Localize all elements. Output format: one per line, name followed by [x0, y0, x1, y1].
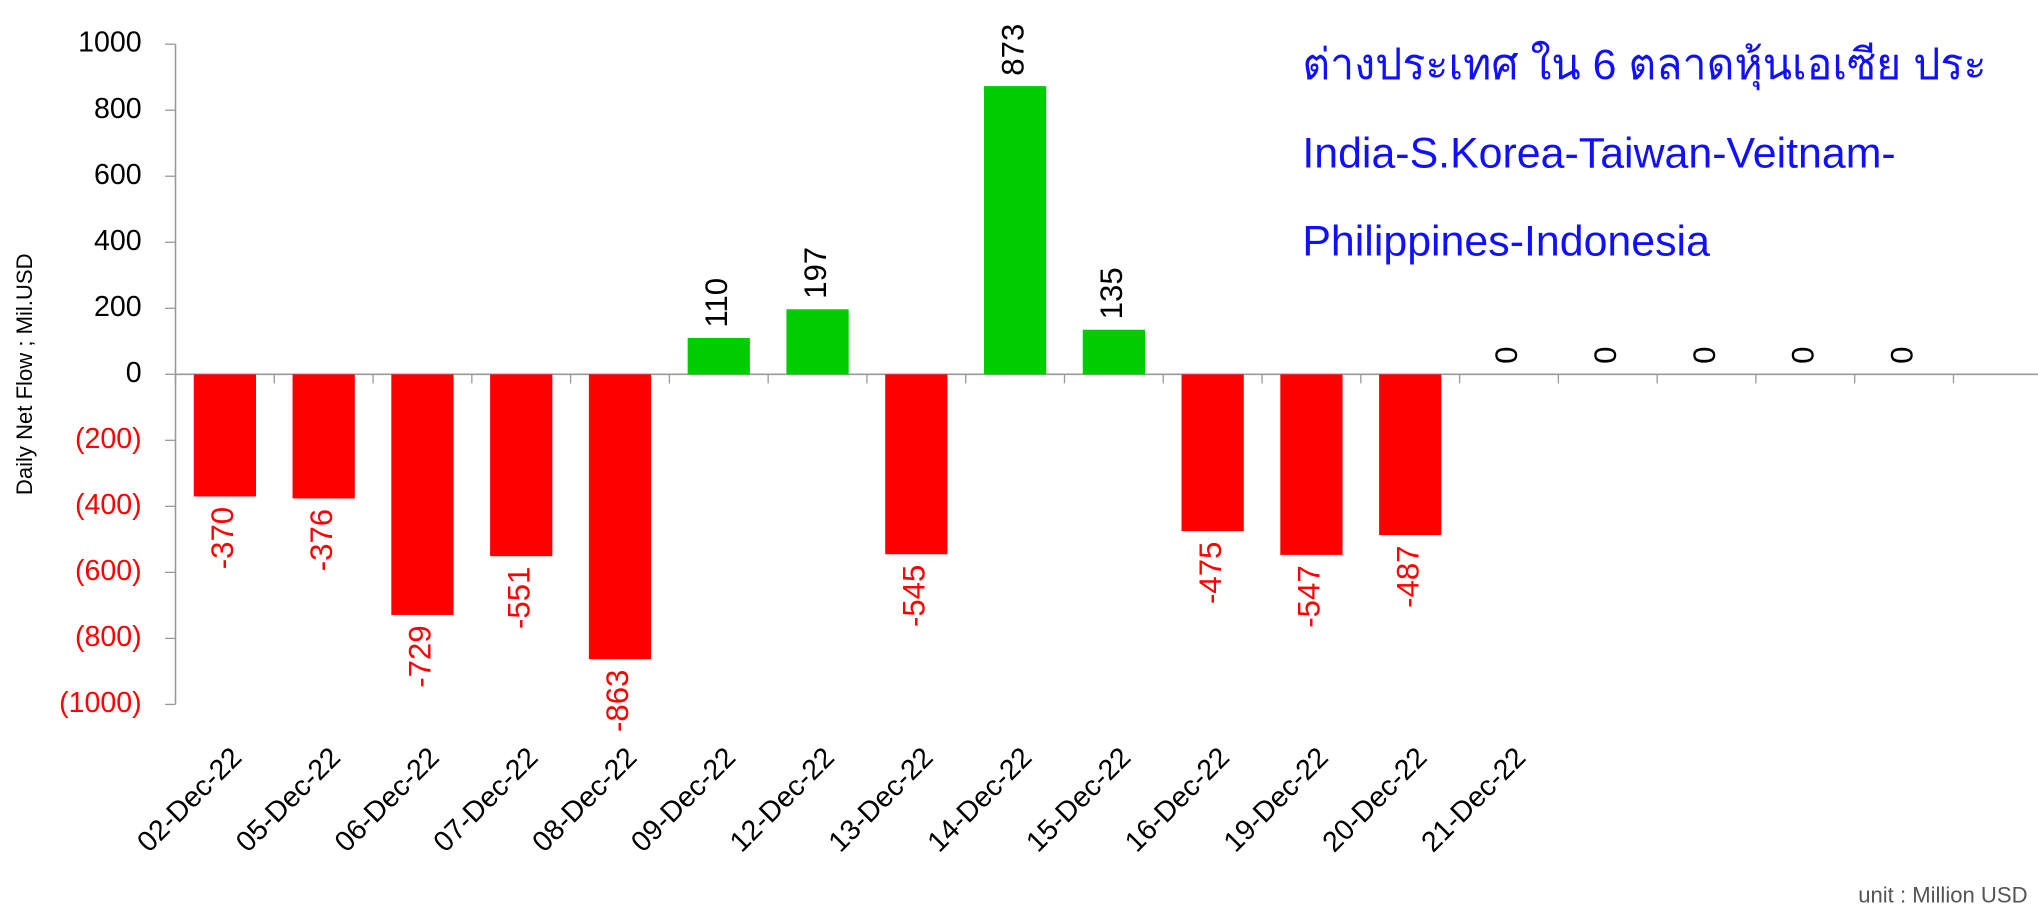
data-label: -487 [1390, 545, 1425, 607]
y-tick-label: (1000) [59, 687, 142, 719]
data-label: 0 [1588, 347, 1623, 364]
data-label: 0 [1489, 347, 1524, 364]
x-tick-label: 06-Dec-22 [329, 741, 446, 858]
y-tick-label: (800) [75, 621, 142, 653]
y-tick-label: (600) [75, 555, 142, 587]
x-tick-label: 09-Dec-22 [625, 741, 742, 858]
bar [490, 374, 553, 557]
bar [885, 374, 948, 555]
bar [1280, 374, 1343, 555]
bar [687, 337, 750, 375]
data-label: -729 [403, 625, 438, 687]
title-line: Philippines-Indonesia [1302, 218, 1710, 266]
data-label: -551 [501, 567, 536, 629]
bar [193, 374, 257, 497]
data-label: 135 [1094, 267, 1129, 319]
data-label: -547 [1292, 565, 1327, 627]
bar [588, 374, 652, 660]
title-line: ต่างประเทศ ใน 6 ตลาดหุ้นเอเซีย ประ [1302, 40, 1986, 91]
title-line: India-S.Korea-Taiwan-Veitnam- [1302, 129, 1895, 177]
x-tick-label: 05-Dec-22 [230, 741, 347, 858]
data-label: 0 [1786, 347, 1821, 364]
x-tick-label: 12-Dec-22 [724, 741, 841, 858]
bar [1082, 329, 1145, 375]
x-tick-label: 07-Dec-22 [428, 741, 545, 858]
x-tick-label: 16-Dec-22 [1119, 741, 1236, 858]
x-tick-label: 19-Dec-22 [1218, 741, 1335, 858]
x-tick-label: 15-Dec-22 [1020, 741, 1137, 858]
x-tick-label: 02-Dec-22 [131, 741, 248, 858]
bar [391, 374, 454, 615]
data-label: -545 [897, 565, 932, 627]
y-axis-label: Daily Net Flow ; Mil.USD [12, 253, 37, 495]
y-tick-label: (200) [75, 423, 142, 455]
bar [1181, 374, 1244, 532]
y-tick-label: 0 [126, 357, 142, 389]
x-tick-label: 20-Dec-22 [1317, 741, 1434, 858]
y-tick-label: 400 [94, 225, 142, 257]
y-tick-label: 200 [94, 291, 142, 323]
data-label: -376 [304, 509, 339, 571]
bar [1379, 374, 1442, 536]
data-label: -863 [600, 670, 635, 732]
unit-note: unit : Million USD [1858, 883, 2027, 908]
data-label: -475 [1193, 542, 1228, 604]
data-label: 873 [995, 24, 1030, 76]
x-tick-label: 21-Dec-22 [1415, 741, 1532, 858]
data-label: 0 [1687, 347, 1722, 364]
data-label: 0 [1884, 347, 1919, 364]
data-label: -370 [205, 507, 240, 569]
bar [983, 86, 1047, 375]
y-tick-label: 600 [94, 159, 142, 191]
data-label: 197 [798, 247, 833, 299]
y-tick-label: 800 [94, 93, 142, 125]
bar [786, 309, 849, 375]
x-tick-label: 13-Dec-22 [823, 741, 940, 858]
y-tick-label: (400) [75, 489, 142, 521]
data-label: 110 [699, 278, 734, 328]
x-tick-label: 08-Dec-22 [526, 741, 643, 858]
x-tick-label: 14-Dec-22 [921, 741, 1038, 858]
bar [292, 374, 355, 499]
y-tick-label: 1000 [78, 27, 142, 59]
